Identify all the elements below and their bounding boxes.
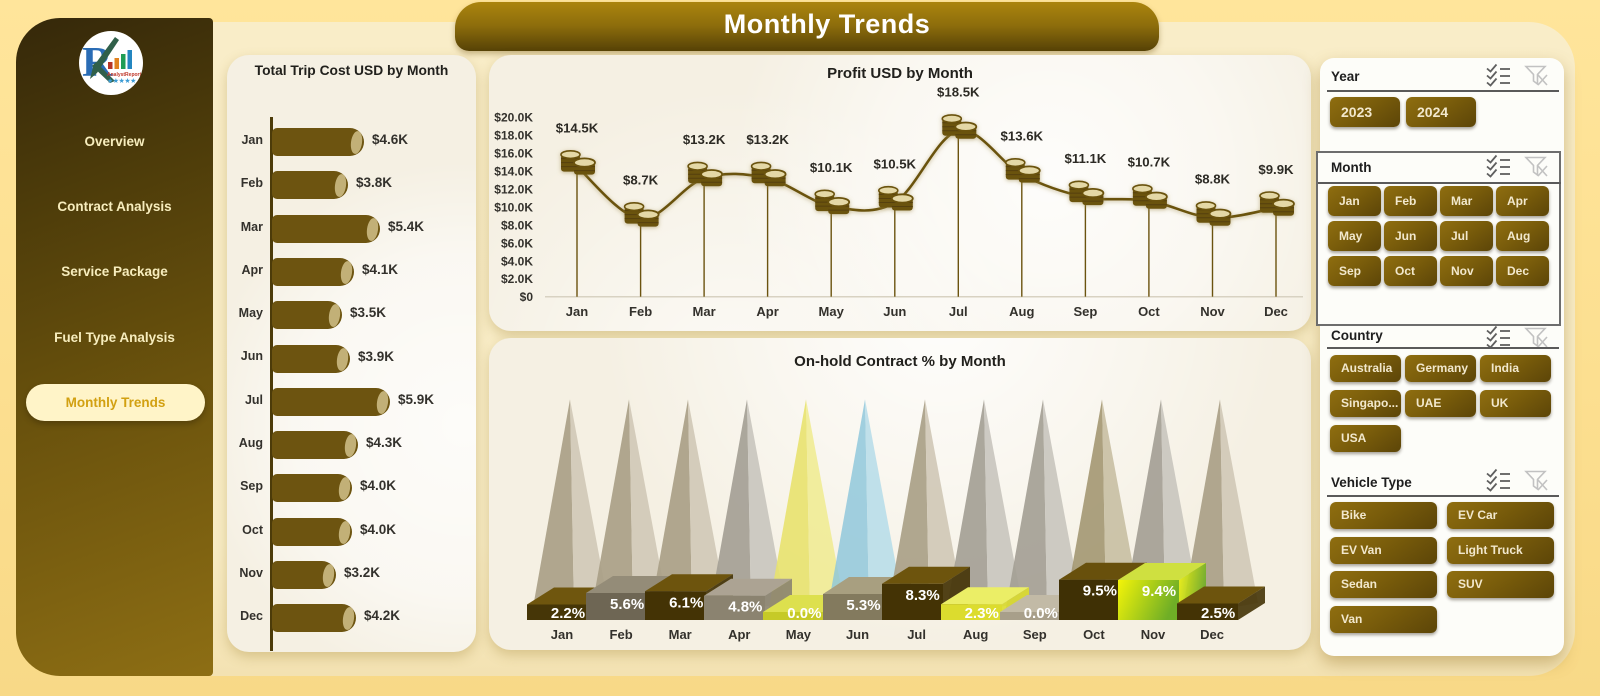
svg-text:$9.9K: $9.9K [1258, 162, 1294, 177]
svg-text:$13.6K: $13.6K [1001, 129, 1044, 144]
svg-text:Feb: Feb [629, 304, 652, 319]
svg-text:$13.2K: $13.2K [683, 132, 726, 147]
svg-text:0.0%: 0.0% [787, 605, 821, 622]
svg-text:Mar: Mar [669, 627, 692, 642]
svg-text:Apr: Apr [756, 304, 778, 319]
svg-text:$6.0K: $6.0K [501, 236, 533, 250]
svg-text:Sep: Sep [1073, 304, 1097, 319]
svg-text:$18.0K: $18.0K [494, 129, 533, 143]
svg-text:$2.0K: $2.0K [501, 272, 533, 286]
svg-text:$4.0K: $4.0K [501, 254, 533, 268]
svg-text:$20.0K: $20.0K [494, 111, 533, 125]
svg-text:$8.0K: $8.0K [501, 218, 533, 232]
svg-text:Jun: Jun [883, 304, 906, 319]
svg-text:$18.5K: $18.5K [937, 85, 980, 100]
svg-text:$10.0K: $10.0K [494, 200, 533, 214]
svg-text:Nov: Nov [1200, 304, 1225, 319]
svg-text:0.0%: 0.0% [1024, 605, 1058, 622]
svg-text:Oct: Oct [1083, 627, 1105, 642]
svg-text:Sep: Sep [1023, 627, 1047, 642]
svg-text:6.1%: 6.1% [669, 594, 703, 611]
svg-text:2.2%: 2.2% [551, 605, 585, 622]
svg-text:May: May [786, 627, 812, 642]
svg-text:$10.7K: $10.7K [1128, 155, 1171, 170]
svg-text:9.5%: 9.5% [1083, 583, 1117, 600]
svg-text:8.3%: 8.3% [905, 587, 939, 604]
svg-text:Feb: Feb [610, 627, 633, 642]
svg-text:$12.0K: $12.0K [494, 183, 533, 197]
svg-text:Jul: Jul [907, 627, 926, 642]
svg-text:Oct: Oct [1138, 304, 1160, 319]
svg-text:$0: $0 [520, 290, 534, 304]
svg-text:Mar: Mar [693, 304, 716, 319]
svg-text:2.3%: 2.3% [965, 605, 999, 622]
svg-text:Dec: Dec [1200, 627, 1224, 642]
svg-text:$10.1K: $10.1K [810, 160, 853, 175]
svg-text:Apr: Apr [728, 627, 750, 642]
svg-text:$8.8K: $8.8K [1195, 172, 1231, 187]
svg-text:2.5%: 2.5% [1201, 605, 1235, 622]
svg-text:Aug: Aug [963, 627, 988, 642]
svg-text:★★★★★: ★★★★★ [107, 77, 136, 85]
svg-text:$14.0K: $14.0K [494, 165, 533, 179]
svg-text:Nov: Nov [1141, 627, 1166, 642]
svg-text:May: May [819, 304, 845, 319]
svg-text:$10.5K: $10.5K [874, 157, 917, 172]
svg-text:$14.5K: $14.5K [556, 121, 599, 136]
svg-text:Jan: Jan [551, 627, 573, 642]
svg-text:$16.0K: $16.0K [494, 147, 533, 161]
svg-text:AnalystReport: AnalystReport [107, 72, 142, 78]
svg-text:$13.2K: $13.2K [746, 132, 789, 147]
svg-text:9.4%: 9.4% [1142, 583, 1176, 600]
svg-text:5.3%: 5.3% [846, 597, 880, 614]
svg-text:$8.7K: $8.7K [623, 173, 659, 188]
svg-text:$11.1K: $11.1K [1065, 151, 1107, 166]
svg-text:Dec: Dec [1264, 304, 1288, 319]
svg-text:4.8%: 4.8% [728, 599, 762, 616]
svg-text:Aug: Aug [1009, 304, 1034, 319]
svg-text:Jan: Jan [566, 304, 588, 319]
svg-text:Jul: Jul [949, 304, 968, 319]
svg-text:Jun: Jun [846, 627, 869, 642]
svg-text:5.6%: 5.6% [610, 596, 644, 613]
